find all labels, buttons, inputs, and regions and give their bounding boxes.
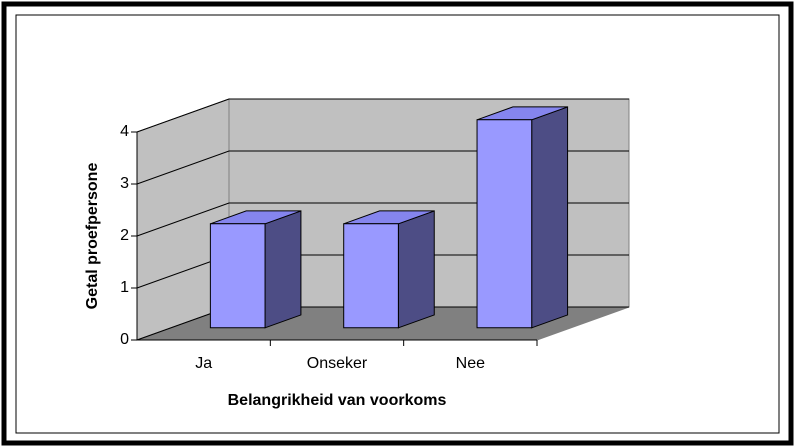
y-tick-label: 4 bbox=[120, 123, 129, 140]
x-tick-label: Nee bbox=[456, 355, 485, 372]
bar bbox=[209, 223, 266, 329]
inner-frame bbox=[15, 14, 780, 434]
bar bbox=[343, 223, 399, 329]
y-axis-title: Getal proefpersone bbox=[84, 163, 101, 310]
bar-side bbox=[397, 210, 435, 329]
x-tick-label: Onseker bbox=[307, 355, 368, 372]
grid-line bbox=[136, 98, 629, 133]
x-axis-title: Belangrikheid van voorkoms bbox=[228, 392, 447, 409]
y-tick-label: 3 bbox=[120, 175, 129, 192]
bar bbox=[476, 119, 533, 329]
bar-side bbox=[264, 210, 302, 329]
y-tick-label: 2 bbox=[120, 227, 129, 244]
bar-side bbox=[531, 106, 569, 329]
y-tick-label: 0 bbox=[120, 331, 129, 348]
x-tick-label: Ja bbox=[195, 355, 212, 372]
y-tick-label: 1 bbox=[120, 279, 129, 296]
